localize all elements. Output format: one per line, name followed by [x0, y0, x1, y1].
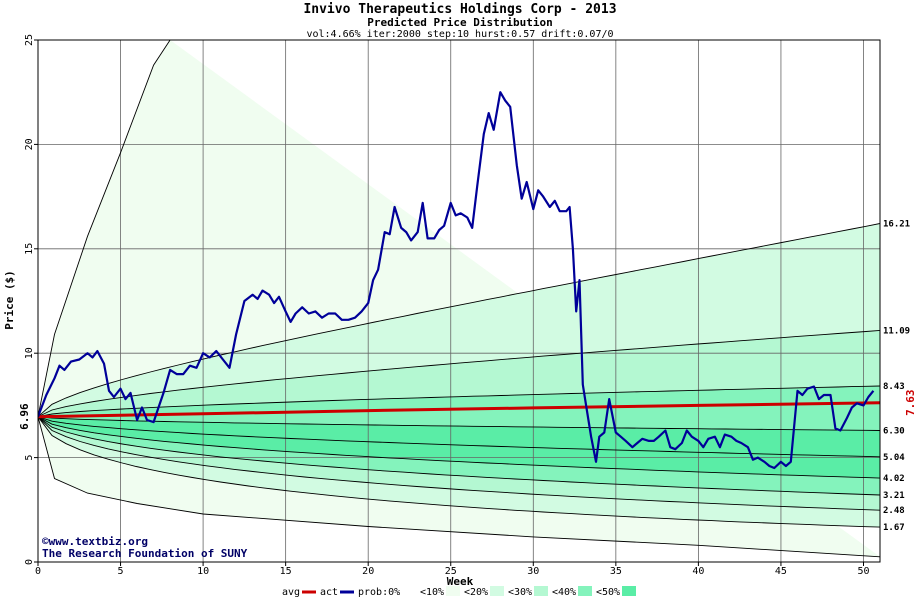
- percentile-curve: [38, 416, 880, 528]
- data-series: [37, 91, 881, 470]
- percentile-label: 1.67: [883, 523, 905, 533]
- y-tick-label: 25: [24, 34, 35, 46]
- x-tick-label: 20: [362, 566, 374, 577]
- x-tick-label: 40: [692, 566, 704, 577]
- x-tick-label: 50: [857, 566, 869, 577]
- y-tick-label: 0: [24, 559, 35, 565]
- percentile-curve: [38, 416, 880, 511]
- end-price-label: 7.63: [904, 389, 917, 416]
- y-tick-label: 5: [24, 455, 35, 461]
- x-tick-label: 45: [775, 566, 787, 577]
- legend-swatch: [578, 586, 592, 596]
- chart-subtitle: Predicted Price Distribution: [367, 16, 552, 29]
- percentile-label: 2.48: [883, 506, 905, 516]
- credit-website: ©www.textbiz.org: [42, 535, 148, 548]
- legend-swatch: [490, 586, 504, 596]
- percentile-label: 16.21: [883, 220, 910, 230]
- plot-frame: [37, 39, 881, 563]
- legend-label: <40%: [552, 587, 576, 598]
- x-tick-label: 15: [280, 566, 292, 577]
- x-axis-label: Week: [447, 575, 474, 588]
- percentile-curve: [38, 385, 880, 418]
- legend-swatch: [622, 586, 636, 596]
- legend-swatch: [446, 586, 460, 596]
- y-tick-label: 10: [24, 347, 35, 359]
- y-axis-label: Price ($): [3, 270, 16, 330]
- x-tick-label: 30: [527, 566, 539, 577]
- legend-label: act: [320, 587, 338, 598]
- percentile-label: 11.09: [883, 326, 910, 336]
- legend-label: <30%: [508, 587, 532, 598]
- start-price-label: 6.96: [18, 403, 31, 430]
- percentile-curve: [38, 416, 880, 431]
- x-tick-label: 25: [445, 566, 457, 577]
- percentile-curve: [38, 416, 880, 479]
- legend-label: prob:0%: [358, 587, 400, 598]
- percentile-label: 3.21: [883, 491, 905, 501]
- chart-title: Invivo Therapeutics Holdings Corp - 2013: [303, 2, 616, 17]
- percentile-curve: [38, 416, 880, 496]
- legend: avg act prob:0% <10% <20% <30% <40% <50%: [282, 586, 636, 598]
- actual-price-line: [38, 91, 875, 470]
- credit-organization: The Research Foundation of SUNY: [42, 547, 248, 560]
- chart-params: vol:4.66% iter:2000 step:10 hurst:0.57 d…: [306, 29, 613, 40]
- percentile-label: 8.43: [883, 382, 905, 392]
- percentile-curve: [38, 329, 880, 418]
- probability-bands: [38, 40, 880, 562]
- x-tick-label: 5: [118, 566, 124, 577]
- y-tick-label: 15: [24, 243, 35, 255]
- y-tick-label: 20: [24, 138, 35, 150]
- probability-band: [38, 416, 880, 479]
- percentile-curve: [38, 223, 880, 418]
- percentile-curve: [38, 40, 171, 417]
- x-tick-label: 0: [35, 566, 41, 577]
- x-tick-label: 10: [197, 566, 209, 577]
- percentile-label: 5.04: [883, 453, 905, 463]
- avg-line: [37, 401, 881, 419]
- legend-swatch: [534, 586, 548, 596]
- x-tick-label: 35: [610, 566, 622, 577]
- legend-label: avg: [282, 587, 300, 598]
- percentile-curve: [38, 416, 880, 458]
- legend-swatch: [402, 586, 416, 596]
- percentile-label: 4.02: [883, 474, 905, 484]
- legend-label: <20%: [464, 587, 488, 598]
- percentile-curve: [38, 416, 880, 558]
- legend-label: <10%: [420, 587, 444, 598]
- percentile-label: 6.30: [883, 426, 905, 436]
- percentile-labels: 16.21 11.09 8.43 6.30 5.04 4.02 3.21 2.48 1.67: [883, 220, 910, 534]
- percentile-curves: [38, 40, 880, 558]
- axes: 0 5 10 15 20 25 30 35 40 45 50 0 5 10 15 20 25: [24, 34, 881, 577]
- legend-label: <50%: [596, 587, 620, 598]
